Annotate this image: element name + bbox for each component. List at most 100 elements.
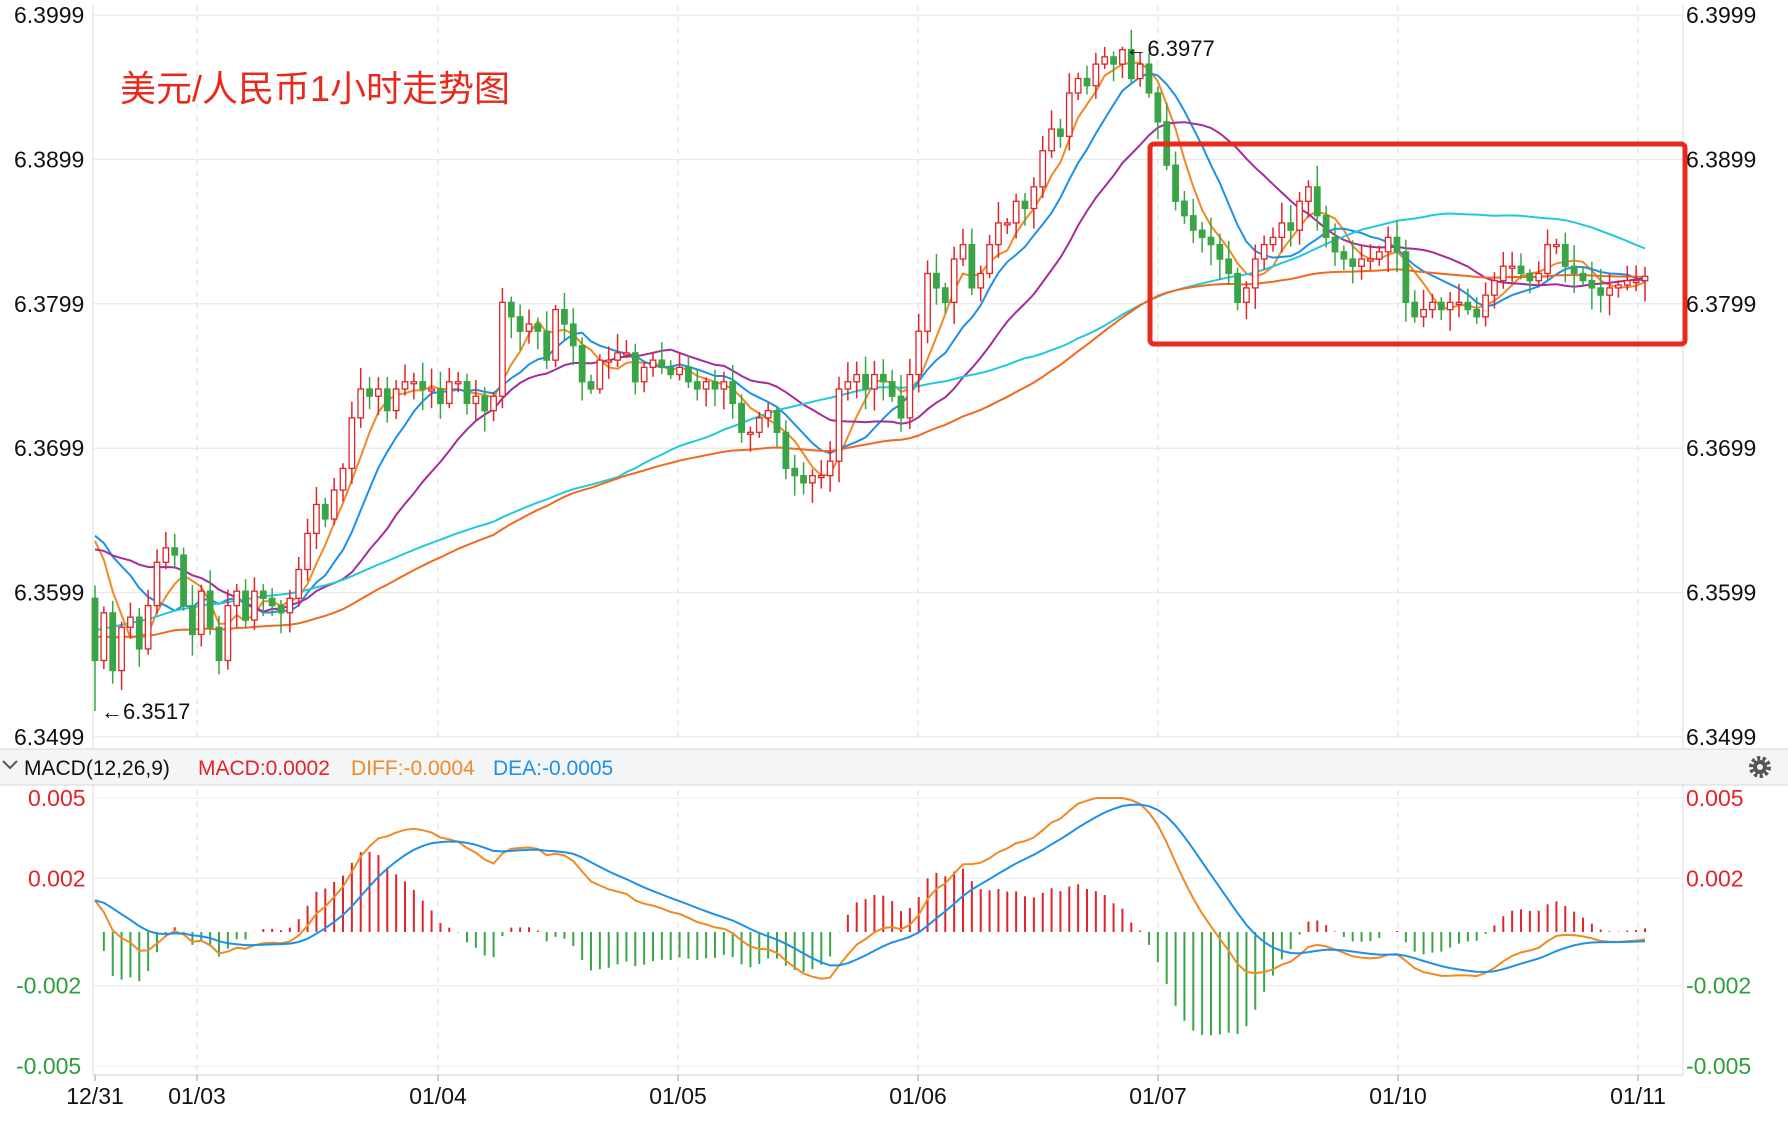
- candle-body: [1597, 287, 1605, 296]
- dea-line: [94, 803, 1646, 974]
- candle-body: [1446, 301, 1454, 311]
- y-tick-label: 6.3799: [1686, 291, 1756, 317]
- macd-y-tick-label: -0.005: [16, 1053, 81, 1079]
- chart-frame: [0, 5, 1788, 1076]
- chart-grid: [93, 5, 1683, 1075]
- candle-body: [1349, 258, 1357, 267]
- candle-body: [631, 352, 639, 383]
- candle-body: [481, 395, 489, 412]
- candle-body: [525, 323, 533, 332]
- macd-y-tick-label: 0.005: [1686, 785, 1744, 811]
- candle-body: [127, 616, 134, 628]
- indicator-header-bar: [0, 749, 1788, 785]
- candle-body: [1367, 258, 1374, 262]
- candle-body: [1154, 92, 1162, 123]
- y-tick-label: 6.3899: [14, 146, 84, 172]
- candle-body: [197, 590, 205, 636]
- candle-body: [782, 431, 790, 470]
- candle-body: [853, 373, 861, 383]
- candle-body: [1048, 128, 1055, 152]
- candle-body: [738, 402, 745, 433]
- date-axis: 12/31 01/03 01/04 01/05 01/06 01/07 01/10 01/11: [66, 1075, 1666, 1109]
- y-tick-label: 6.3899: [1686, 146, 1756, 172]
- candle-body: [596, 359, 604, 390]
- candle-body: [339, 467, 347, 491]
- candle-body: [1429, 301, 1436, 311]
- candle-body: [1437, 301, 1445, 311]
- high-annotation: ←6.3977: [1125, 36, 1214, 61]
- candle-body: [428, 388, 435, 392]
- candle-body: [977, 272, 985, 289]
- candle-body: [1003, 222, 1011, 226]
- candle-body: [968, 243, 976, 289]
- candle-body: [1074, 77, 1082, 94]
- macd-y-tick-label: -0.002: [1686, 973, 1751, 999]
- candle-body: [215, 626, 223, 662]
- candle-body: [1420, 308, 1427, 318]
- candle-body: [206, 590, 214, 628]
- candle-body: [1296, 200, 1303, 231]
- candle-body: [1021, 200, 1029, 210]
- candle-body: [224, 604, 232, 662]
- low-annotation: ←6.3517: [101, 699, 190, 724]
- candle-body: [251, 590, 258, 621]
- candle-body: [1402, 251, 1410, 304]
- candle-body: [817, 474, 825, 479]
- macd-indicator-name[interactable]: MACD(12,26,9): [24, 757, 170, 780]
- candle-body: [268, 597, 276, 607]
- y-tick-label: 6.3599: [1686, 580, 1756, 606]
- candle-body: [773, 410, 781, 433]
- candle-body: [587, 381, 595, 390]
- candle-body: [366, 388, 373, 397]
- candle-body: [313, 503, 320, 535]
- candle-body: [1375, 251, 1383, 260]
- candle-body: [1216, 243, 1224, 260]
- candle-body: [91, 597, 99, 662]
- candle-body: [499, 301, 506, 397]
- candle-body: [605, 359, 613, 363]
- highlight-box: [1147, 141, 1688, 347]
- gear-icon[interactable]: [1749, 756, 1771, 778]
- chart-title: 美元/人民币1小时走势图: [120, 68, 510, 109]
- candle-body: [1057, 128, 1064, 137]
- candle-body: [144, 604, 152, 650]
- ma-line-60: [94, 212, 1646, 632]
- candle-body: [1119, 49, 1126, 65]
- candle-body: [1544, 243, 1551, 275]
- candle-body: [924, 272, 931, 332]
- candle-body: [1553, 243, 1560, 248]
- macd-axis-left: 0.005 0.002 -0.002 -0.005: [16, 785, 86, 1079]
- candle-body: [1322, 215, 1330, 239]
- candle-body: [516, 316, 524, 332]
- candle-body: [1570, 265, 1578, 275]
- candle-body: [392, 388, 400, 412]
- candle-body: [755, 417, 763, 433]
- diff-value-label: DIFF:-0.0004: [351, 757, 475, 780]
- candle-body: [1526, 272, 1534, 282]
- dea-value-label: DEA:-0.0005: [493, 757, 613, 780]
- candle-body: [1473, 308, 1481, 318]
- chevron-down-icon[interactable]: [2, 760, 18, 770]
- candle-body: [1455, 301, 1463, 306]
- candle-body: [959, 243, 967, 260]
- candle-body: [1065, 92, 1073, 137]
- candle-body: [552, 308, 559, 361]
- macd-value-label: MACD:0.0002: [198, 757, 330, 780]
- candle-body: [1189, 215, 1197, 231]
- candle-body: [1615, 284, 1622, 289]
- candle-body: [844, 381, 852, 390]
- candle-body: [1384, 236, 1392, 253]
- candle-body: [729, 381, 737, 405]
- candle-body: [835, 388, 843, 462]
- candle-body: [578, 345, 586, 383]
- y-tick-label: 6.3999: [14, 2, 84, 28]
- candle-body: [897, 395, 905, 419]
- candle-body: [534, 323, 542, 332]
- candle-body: [1145, 63, 1153, 94]
- candle-body: [1482, 294, 1489, 318]
- candle-body: [100, 612, 108, 662]
- candle-body: [1225, 258, 1233, 275]
- candle-body: [304, 532, 311, 571]
- candle-body: [189, 604, 196, 636]
- macd-histogram: [102, 851, 1646, 1036]
